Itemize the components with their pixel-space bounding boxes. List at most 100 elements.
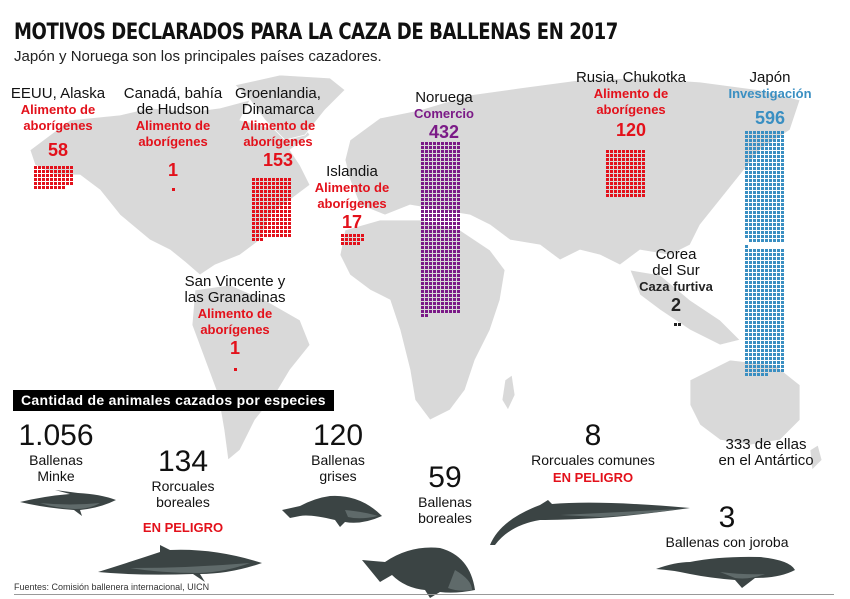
whale-dot <box>445 174 448 177</box>
whale-dot <box>745 159 748 162</box>
whale-dot <box>437 282 440 285</box>
country-name: Canadá, bahía <box>123 85 223 102</box>
whale-dot <box>433 226 436 229</box>
whale-dot <box>449 278 452 281</box>
whale-dot <box>753 353 756 356</box>
country-name: Noruega <box>415 89 473 106</box>
whale-dot <box>272 214 275 217</box>
whale-dot <box>276 198 279 201</box>
whale-dot <box>626 158 629 161</box>
whale-dot <box>437 294 440 297</box>
endangered-badge: EN PELIGRO <box>142 520 224 535</box>
whale-dot <box>757 305 760 308</box>
whale-dot <box>757 171 760 174</box>
whale-dot <box>449 310 452 313</box>
whale-dot <box>749 261 752 264</box>
whale-dot <box>421 222 424 225</box>
whale-dot <box>437 214 440 217</box>
whale-dot <box>773 179 776 182</box>
whale-dot <box>614 174 617 177</box>
whale-dot <box>634 166 637 169</box>
whale-dot <box>453 186 456 189</box>
whale-dot <box>38 166 41 169</box>
whale-dot <box>773 293 776 296</box>
whale-dot <box>429 166 432 169</box>
whale-dot <box>449 162 452 165</box>
whale-dot <box>630 162 633 165</box>
whale-dot <box>276 190 279 193</box>
whale-dot <box>618 178 621 181</box>
whale-dot <box>757 309 760 312</box>
whale-dot <box>777 171 780 174</box>
whale-dot <box>264 234 267 237</box>
whale-dot <box>264 194 267 197</box>
whale-dot <box>753 273 756 276</box>
whale-dot <box>445 158 448 161</box>
whale-dot <box>749 321 752 324</box>
whale-dot <box>264 230 267 233</box>
whale-dot <box>421 270 424 273</box>
whale-dot <box>781 317 784 320</box>
whale-dot <box>761 309 764 312</box>
whale-dot <box>62 166 65 169</box>
whale-dot <box>280 226 283 229</box>
page-title: MOTIVOS DECLARADOS PARA LA CAZA DE BALLE… <box>14 20 618 45</box>
whale-dot <box>622 174 625 177</box>
whale-dot <box>638 162 641 165</box>
whale-dot <box>445 154 448 157</box>
whale-dot <box>54 186 57 189</box>
whale-dot <box>761 187 764 190</box>
whale-dot <box>757 223 760 226</box>
whale-dot <box>757 227 760 230</box>
whale-dot <box>268 202 271 205</box>
whale-dot <box>753 305 756 308</box>
whale-dot <box>769 131 772 134</box>
whale-dot <box>745 249 748 252</box>
whale-dot <box>638 154 641 157</box>
whale-dot <box>781 321 784 324</box>
whale-dot <box>761 345 764 348</box>
whale-dot <box>429 222 432 225</box>
whale-dot <box>429 262 432 265</box>
whale-dot <box>781 353 784 356</box>
whale-dot <box>753 281 756 284</box>
whale-dot <box>610 178 613 181</box>
whale-dot <box>749 147 752 150</box>
whale-dot <box>256 226 259 229</box>
whale-dot <box>453 178 456 181</box>
whale-dot <box>757 357 760 360</box>
whale-dot <box>38 170 41 173</box>
whale-dot <box>437 162 440 165</box>
whale-dot <box>749 253 752 256</box>
whale-dot <box>757 301 760 304</box>
whale-dot <box>429 154 432 157</box>
whale-dot <box>773 273 776 276</box>
whale-dot <box>457 302 460 305</box>
whale-dot <box>280 234 283 237</box>
whale-dot <box>769 285 772 288</box>
whale-dot <box>272 202 275 205</box>
whale-dot <box>445 194 448 197</box>
species-name: grises <box>319 468 357 484</box>
whale-dot <box>773 187 776 190</box>
whale-dot <box>761 151 764 154</box>
whale-dot <box>753 187 756 190</box>
whale-dot <box>252 238 255 241</box>
whale-dot <box>765 277 768 280</box>
whale-dot <box>614 186 617 189</box>
country-noruega: Noruega Comercio 432 <box>414 89 474 143</box>
whale-dot <box>425 146 428 149</box>
whale-dot <box>433 302 436 305</box>
whale-dot <box>264 214 267 217</box>
reason-line: aborígenes <box>23 118 93 133</box>
whale-dot <box>441 182 444 185</box>
whale-dot <box>757 155 760 158</box>
whale-dot <box>765 269 768 272</box>
whale-dot <box>765 317 768 320</box>
whale-dot <box>757 235 760 238</box>
species-value: 1.056 <box>18 419 94 452</box>
whale-dot <box>437 170 440 173</box>
whale-dot <box>614 182 617 185</box>
whale-dot <box>449 262 452 265</box>
whale-dot <box>441 270 444 273</box>
